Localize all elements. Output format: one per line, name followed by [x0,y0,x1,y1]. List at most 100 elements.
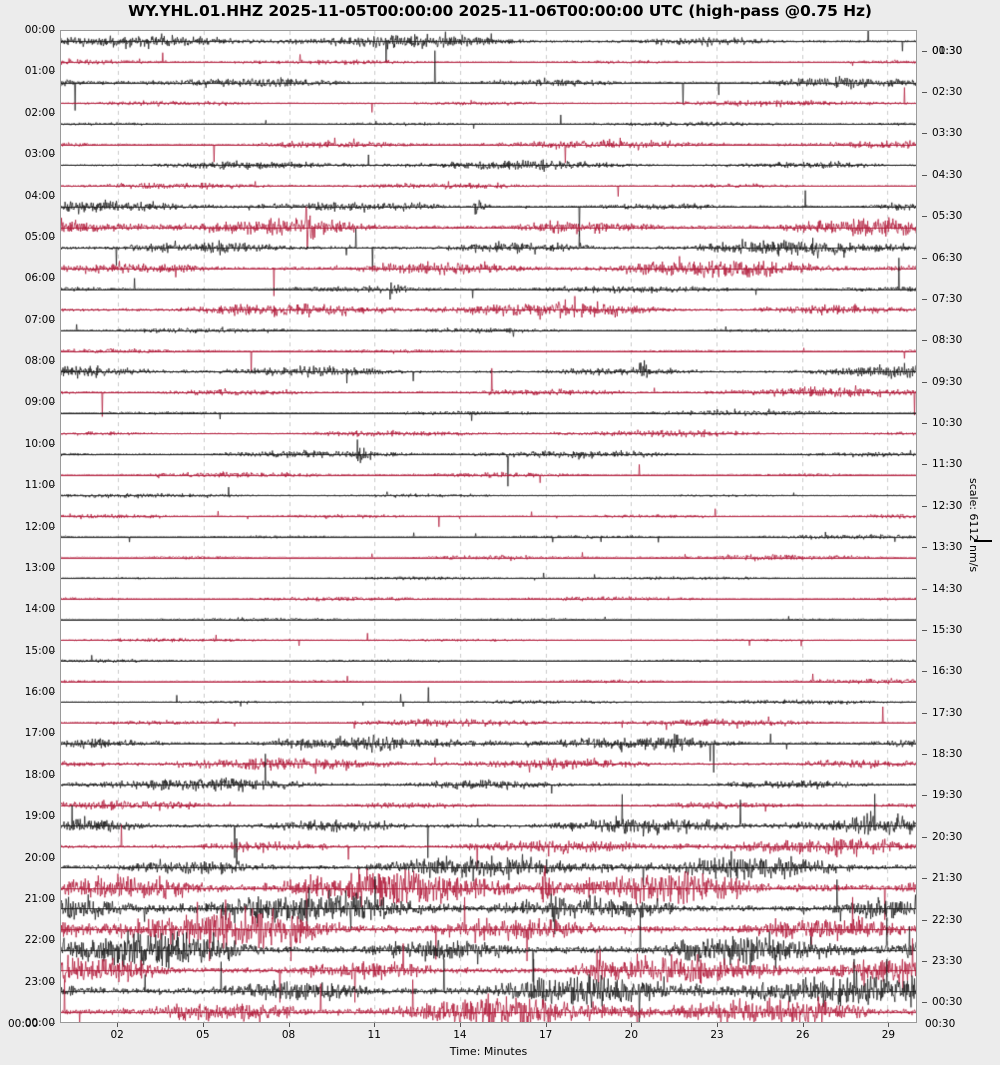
page-title: WY.YHL.01.HHZ 2025-11-05T00:00:00 2025-1… [128,2,872,20]
y-axis-tick-mark-right [922,629,927,631]
y-axis-tick-right: 20:30 [932,830,963,843]
y-axis-tick-mark-right [922,381,927,383]
y-axis-tick-mark-left [50,361,55,362]
y-axis-tick-mark-right [922,340,927,342]
y-axis-tick-mark-left [50,278,55,280]
y-axis-tick-left: 03:00 [24,148,55,161]
y-axis-tick-mark-left [50,71,55,73]
x-axis-tick-mark [288,1023,290,1027]
y-axis-tick-mark-left [50,319,55,321]
y-axis-tick-right: 18:30 [932,748,963,761]
y-axis-tick-right: 23:30 [932,954,963,967]
y-axis-tick-left: 02:00 [24,106,55,119]
y-axis-tick-mark-right [922,505,927,507]
x-axis-tick-mark [117,1023,119,1027]
x-axis-tick-label: 29 [881,1029,896,1041]
y-axis-tick-left: 01:00 [24,65,55,78]
y-axis-tick-mark-right [922,50,927,52]
y-axis-tick-right: 13:30 [932,541,963,554]
x-axis-label: Time: Minutes [449,1045,528,1058]
y-axis-tick-right: 15:30 [932,623,963,636]
y-axis-tick-mark-right [922,712,927,714]
y-axis-tick-mark-left [50,692,55,693]
y-axis-tick-left: 17:00 [24,727,55,740]
x-axis: Time: Minutes 02 05 08 11 14 17 20 23 26 29 [60,1023,917,1065]
y-axis-tick-left: 04:00 [24,189,55,202]
y-axis-tick-mark-left [50,733,55,735]
y-axis-tick-mark-left [50,650,55,652]
y-axis-tick-right: 11:30 [932,458,963,471]
y-axis-tick-mark-left [50,1023,55,1024]
y-axis-tick-mark-left [50,112,55,114]
y-axis-tick-mark-right [922,464,927,466]
y-axis-tick-mark-right [922,133,927,135]
y-axis-tick-mark-left [50,154,55,156]
x-axis-tick-mark [717,1023,719,1027]
y-axis-tick-mark-right [922,298,927,300]
y-axis-tick-mark-right [922,588,927,590]
y-axis-tick-mark-left [50,898,55,900]
y-axis-tick-right: 07:30 [932,292,963,305]
x-axis-tick-label: 20 [624,1029,639,1041]
y-axis-tick-mark-right [922,216,927,218]
y-axis-tick-mark-left [50,526,55,528]
y-axis-tick-mark-right [922,878,927,880]
x-axis-tick-label: 11 [367,1029,381,1041]
y-axis-tick-left: 23:00 [24,975,55,988]
x-axis-tick-mark [374,1023,376,1027]
y-axis-tick-mark-right [922,423,927,425]
y-axis-tick-mark-right [922,836,927,838]
x-axis-tick-label: 26 [796,1029,810,1041]
y-axis-tick-right: 10:30 [932,417,963,430]
x-axis-corner-right: 00:30 [925,1018,956,1030]
y-axis-tick-right: 22:30 [932,913,963,926]
y-axis-tick-mark-right [922,257,927,259]
y-axis-tick-right: 12:30 [932,499,963,512]
x-axis-tick-mark [202,1023,204,1027]
y-axis-tick-left: 06:00 [24,272,55,285]
y-axis-tick-mark-right [922,960,927,962]
y-axis-tick-mark-left [50,940,55,942]
y-axis-tick-mark-left [50,195,55,197]
y-axis-tick-left: 11:00 [24,479,55,492]
y-axis-tick-left: 07:00 [24,313,55,326]
x-axis-tick-mark [459,1023,461,1027]
y-axis-tick-left: 00:00 [24,1017,55,1029]
x-axis-corner-left: 00:00 [8,1018,39,1030]
x-axis-tick-label: 23 [710,1029,724,1041]
y-axis-tick-left: 05:00 [24,230,55,243]
y-axis-tick-left: 00:00 [24,24,55,36]
y-axis-tick-right: 03:30 [932,127,963,140]
y-axis-tick-mark-right [922,92,927,94]
x-axis-tick-mark [802,1023,804,1027]
y-axis-tick-left: 12:00 [24,520,55,533]
y-axis-tick-left: 09:00 [24,396,55,409]
scale-bar [974,540,992,542]
x-axis-tick-mark [545,1023,547,1027]
y-axis-tick-right: 02:30 [932,86,963,99]
y-axis-tick-right: 14:30 [932,582,963,595]
y-axis-tick-left: 22:00 [24,934,55,947]
y-axis-tick-left: 15:00 [24,644,55,657]
y-axis-tick-mark-left [50,857,55,859]
y-axis-tick-mark-left [50,485,55,487]
x-axis-tick-label: 17 [538,1029,553,1041]
y-axis-tick-left: 20:00 [24,851,55,864]
y-axis-tick-mark-left [50,236,55,238]
y-axis-tick-left: 13:00 [24,561,55,574]
y-axis-tick-right: 00:30 [932,44,963,57]
y-axis-tick-mark-left [50,609,55,611]
scale-label: scale: 6112 nm/s [967,478,980,573]
y-axis-tick-right: 06:30 [932,251,963,264]
y-axis-tick-mark-right [922,754,927,756]
y-axis-tick-right: 08:30 [932,334,963,347]
y-axis-tick-mark-left [50,402,55,404]
x-axis-tick-label: 02 [110,1029,124,1041]
y-axis-tick-right: 19:30 [932,789,963,802]
y-axis-tick-mark-left [50,981,55,983]
y-axis-tick-right: 01:30 [932,44,963,57]
y-axis-tick-left: 19:00 [24,810,55,823]
y-axis-tick-mark-left [50,567,55,569]
y-axis-tick-right: 05:30 [932,210,963,223]
